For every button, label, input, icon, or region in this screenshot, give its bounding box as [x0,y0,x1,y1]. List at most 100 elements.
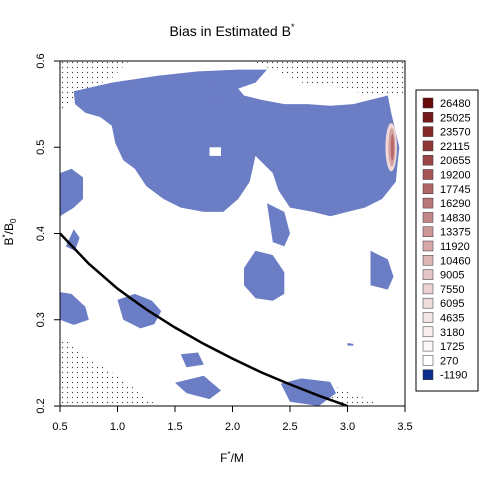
legend-label: 20655 [440,155,471,167]
legend-label: 16290 [440,198,471,210]
legend-swatch [422,283,434,295]
negative-bias-region-6 [370,250,394,290]
legend-item: 4635 [422,312,464,325]
white-hole-layer [85,117,221,156]
legend-swatch [422,140,434,152]
white-hole-1 [85,117,101,132]
legend-item: 7550 [422,283,464,296]
y-tick-label: 0.2 [35,398,47,413]
legend-swatch [422,369,434,380]
dotted-region-1 [249,61,405,96]
legend-item: 20655 [422,154,471,167]
x-axis-title-superscript: * [227,450,230,459]
y-axis-title-main: B [2,237,16,245]
legend-swatch [422,154,434,166]
legend-swatch [422,97,434,109]
legend-item: 14830 [422,212,471,224]
y-axis: 0.2 0.3 0.4 0.5 0.6 [35,53,61,414]
x-tick-label: 3.0 [340,421,355,433]
legend-frame [415,89,479,392]
legend-label: 9005 [440,270,464,282]
legend-label: 270 [440,355,458,367]
dotted-layer [60,61,405,406]
legend: 26480 25025 23570 22115 20655 19200 17745 16290… [415,89,479,392]
y-axis-title: B*/B0 [1,218,18,245]
x-tick-label: 0.5 [52,421,67,433]
legend-item: -1190 [422,369,467,382]
legend-item: 10460 [422,255,471,267]
legend-swatch [422,297,434,309]
chart-title: Bias in Estimated B* [170,22,295,39]
negative-bias-region-12 [347,343,354,346]
legend-item: 19200 [422,169,471,182]
svg-text:F*/M: F*/M [220,450,244,465]
y-tick-label: 0.6 [35,53,47,68]
legend-item: 270 [422,355,458,367]
svg-text:B*/B0: B*/B0 [1,218,18,245]
legend-swatch [422,326,434,338]
negative-bias-region-1 [203,82,221,99]
x-axis-title-suffix: /M [231,451,244,465]
title-superscript: * [291,22,295,32]
legend-swatch [422,255,434,266]
legend-label: -1190 [440,370,467,382]
legend-item: 16290 [422,197,471,210]
y-axis-title-subscript: 0 [9,218,18,223]
legend-item: 11920 [422,240,470,253]
legend-item: 25025 [422,112,471,124]
title-main: Bias in Estimated B [170,23,291,39]
legend-swatch [422,269,434,280]
reference-curve [60,232,348,406]
legend-item: 13375 [422,226,471,239]
legend-label: 23570 [440,127,471,139]
high-bias-core [390,133,395,161]
legend-label: 10460 [440,255,471,267]
legend-swatch [422,112,434,123]
x-tick-label: 1.5 [167,421,182,433]
plot-area [60,61,405,406]
negative-bias-region-3 [267,203,290,247]
legend-item: 22115 [422,140,470,153]
legend-swatch [422,340,434,352]
dotted-region-0 [60,61,129,113]
high-bias-layer [385,123,397,172]
legend-label: 3180 [440,327,464,339]
legend-item: 6095 [422,297,464,310]
x-axis-title: F*/M [220,450,244,465]
legend-label: 26480 [440,98,471,110]
x-axis-title-main: F [220,451,227,465]
legend-label: 4635 [440,313,464,325]
y-axis-title-superscript: * [1,234,10,237]
legend-swatch [422,355,434,366]
legend-swatch [422,226,434,237]
legend-item: 26480 [422,97,471,110]
legend-label: 19200 [440,170,471,182]
x-tick-label: 1.0 [110,421,125,433]
legend-swatch [422,212,434,223]
white-hole-0 [209,147,221,156]
legend-swatch [422,183,434,195]
legend-item: 17745 [422,183,471,196]
legend-label: 25025 [440,112,471,124]
legend-swatch [422,240,434,252]
legend-label: 17745 [440,184,471,196]
legend-swatch [422,197,434,209]
x-tick-label: 2.0 [225,421,240,433]
dotted-region-3 [324,387,382,406]
legend-item: 23570 [422,126,471,139]
x-axis: 0.5 1.0 1.5 2.0 2.5 3.0 3.5 [52,405,413,433]
negative-bias-region-7 [117,293,162,329]
x-tick-label: 2.5 [282,421,297,433]
legend-label: 6095 [440,298,464,310]
legend-item: 9005 [422,269,464,282]
legend-label: 14830 [440,212,471,224]
legend-swatch [422,169,434,180]
y-axis-title-mid: /B [2,223,16,234]
y-tick-label: 0.4 [35,226,47,241]
negative-bias-region-8 [60,292,89,325]
legend-item: 3180 [422,326,464,339]
y-tick-label: 0.3 [35,312,47,327]
negative-bias-region-11 [175,375,221,400]
svg-text:Bias in Estimated B*: Bias in Estimated B* [170,22,295,39]
